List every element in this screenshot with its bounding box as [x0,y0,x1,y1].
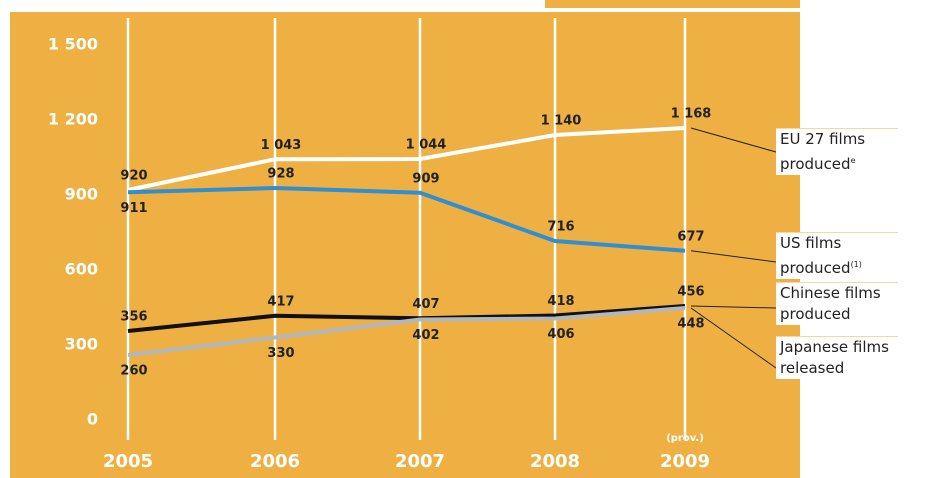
leader-line [690,250,777,263]
legend-note: (1) [850,260,862,269]
data-label: 330 [267,346,294,361]
legend-entry: US films produced(1) [776,232,898,279]
y-tick-label: 1 200 [48,110,98,129]
y-tick-label: 0 [87,410,98,429]
data-label: 1 044 [406,138,447,153]
data-label: 456 [677,285,704,300]
annotation: (prov.) [666,433,704,444]
data-label: 716 [547,220,574,235]
data-label: 356 [120,310,147,325]
data-label: 448 [677,317,704,332]
x-tick-label: 2005 [103,451,153,472]
plot-background [10,12,800,478]
data-label: 920 [120,169,147,184]
data-label: 1 168 [671,107,712,122]
line-series [127,306,686,357]
data-label: 260 [120,364,147,379]
y-tick-label: 600 [65,260,98,279]
data-label: 402 [412,328,439,343]
data-label: 677 [677,229,704,244]
x-tick-label: 2008 [530,451,580,472]
legend-entry: Japanese films released [776,336,898,379]
legend-entry: EU 27 films producede [776,128,898,175]
data-label: 418 [547,294,574,309]
legend-entry: Chinese films produced [776,282,898,325]
data-label: 417 [267,294,294,309]
x-tick-label: 2006 [250,451,300,472]
y-tick-label: 900 [65,185,98,204]
legend-label: Japanese films released [780,338,889,377]
data-label: 1 043 [261,138,302,153]
leader-line [690,305,777,309]
line-series [127,126,686,192]
data-label: 928 [267,167,294,182]
x-tick-label: 2007 [395,451,445,472]
leader-line [690,307,777,369]
leader-line [690,127,777,153]
legend-label: US films produced [780,234,851,277]
legend-note: e [850,156,856,165]
line-series [127,185,686,253]
data-label: 911 [120,201,147,216]
legend-label: Chinese films produced [780,284,881,323]
data-label: 1 140 [541,114,582,129]
x-tick-label: 2009 [660,451,710,472]
y-tick-label: 300 [65,335,98,354]
data-label: 909 [412,171,439,186]
data-label: 406 [547,327,574,342]
y-tick-label: 1 500 [48,35,98,54]
header-box [545,0,800,8]
legend-label: EU 27 films produced [780,130,866,173]
data-label: 407 [412,297,439,312]
